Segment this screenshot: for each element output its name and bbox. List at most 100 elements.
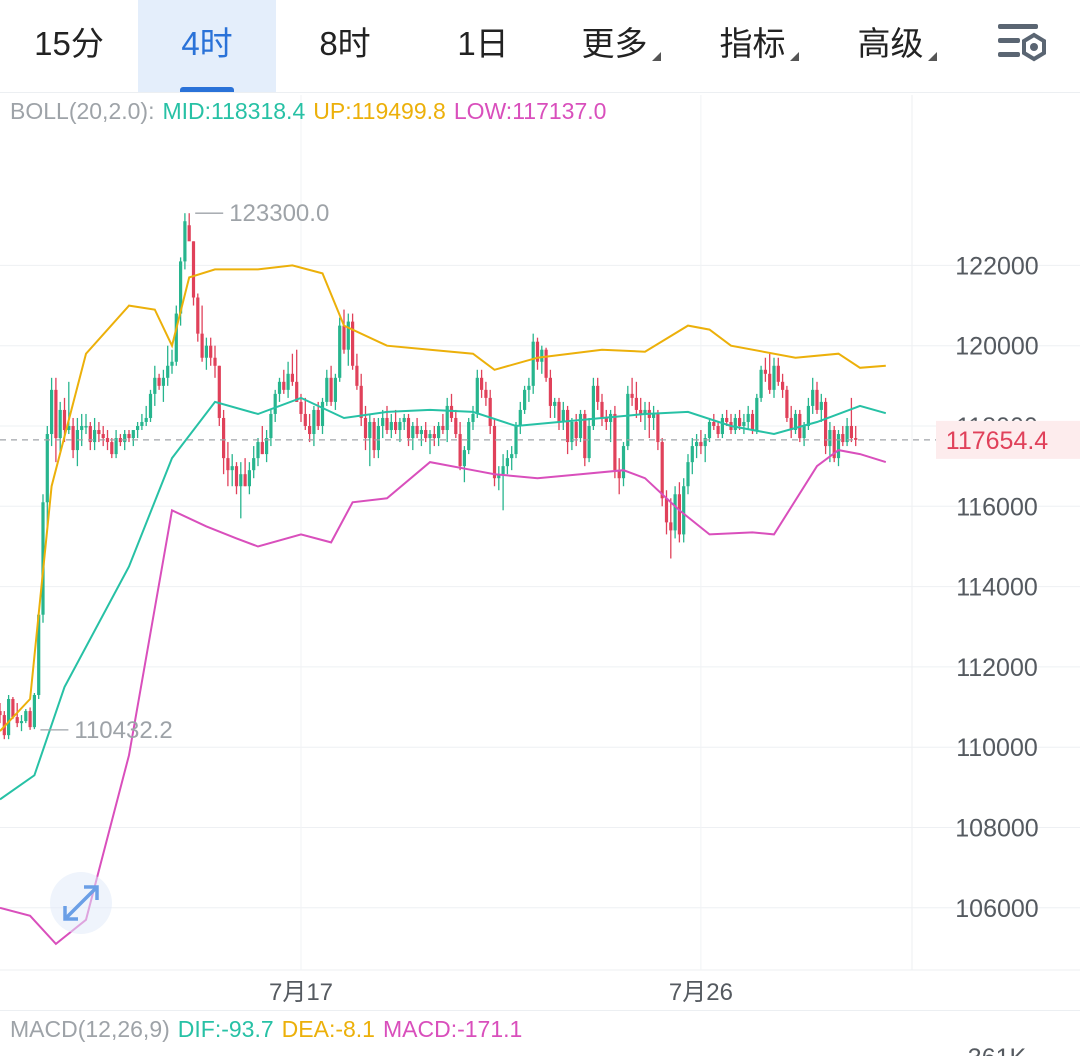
candle xyxy=(131,430,135,447)
candle-body xyxy=(824,401,828,447)
tab-1d[interactable]: 1日 xyxy=(414,0,552,92)
y-tick-label: 116000 xyxy=(956,493,1038,521)
candle xyxy=(819,393,823,422)
candle-body xyxy=(475,377,479,414)
candle-body xyxy=(402,417,406,422)
candle-body xyxy=(351,321,355,366)
candle-body xyxy=(639,409,643,414)
candle-body xyxy=(527,385,531,390)
candle xyxy=(531,333,535,394)
candle-body xyxy=(144,417,148,422)
candle xyxy=(333,373,337,410)
candle xyxy=(634,381,638,418)
candle-body xyxy=(441,426,445,431)
expand-arrows-icon[interactable] xyxy=(50,872,112,934)
candle-body xyxy=(97,430,101,435)
candle-body xyxy=(548,377,552,406)
candle-body xyxy=(604,417,608,422)
candle xyxy=(720,413,724,439)
tab-8h[interactable]: 8时 xyxy=(276,0,414,92)
candle xyxy=(110,438,114,459)
candle xyxy=(0,703,2,724)
x-tick-label: 7月26 xyxy=(669,979,733,1006)
candle-body xyxy=(282,381,286,390)
candle-body xyxy=(523,389,527,410)
last-price-label: 117654.4 xyxy=(946,427,1049,455)
candle-body xyxy=(643,409,647,414)
tab-more[interactable]: 更多 xyxy=(552,0,690,92)
candle-body xyxy=(664,498,669,523)
candle-body xyxy=(725,417,729,422)
candle xyxy=(200,305,204,362)
candle xyxy=(781,373,785,398)
candle xyxy=(652,405,656,431)
candle-body xyxy=(793,413,798,431)
candle-body xyxy=(346,321,350,350)
candle xyxy=(282,369,286,394)
candle-body xyxy=(325,377,329,402)
candle xyxy=(389,413,393,439)
candle xyxy=(557,397,561,431)
candle-body xyxy=(157,377,161,386)
candle xyxy=(153,365,157,406)
tab-advanced[interactable]: 高级 xyxy=(828,0,966,92)
candle xyxy=(613,405,617,479)
candle-body xyxy=(45,434,49,503)
candle-body xyxy=(819,401,823,410)
candle-body xyxy=(535,341,540,362)
candle-body xyxy=(127,434,131,439)
candle xyxy=(497,466,501,491)
candle xyxy=(445,397,449,443)
candle xyxy=(273,389,277,422)
candle xyxy=(811,377,815,414)
boll-legend-name: BOLL(20,2.0): xyxy=(10,98,155,124)
chart-settings-icon[interactable] xyxy=(992,18,1050,70)
tab-4h[interactable]: 4时 xyxy=(138,0,276,92)
candle xyxy=(789,405,793,439)
candle-body xyxy=(303,413,307,426)
candle xyxy=(308,413,312,443)
tab-label: 指标 xyxy=(719,25,786,62)
candle xyxy=(157,373,161,390)
candle xyxy=(406,413,411,447)
candle xyxy=(832,426,836,463)
tab-label: 4时 xyxy=(181,25,233,62)
candle xyxy=(432,426,436,447)
candle xyxy=(600,393,604,426)
candle-body xyxy=(256,442,260,459)
candle xyxy=(329,365,333,406)
candle-body xyxy=(587,426,591,459)
candle xyxy=(793,409,798,435)
candle-body xyxy=(707,421,712,439)
candle xyxy=(342,309,346,354)
candle xyxy=(566,405,570,455)
candle-body xyxy=(67,426,71,431)
candle-body xyxy=(720,417,724,435)
candle-body xyxy=(80,426,84,431)
candle xyxy=(174,305,178,366)
candle-body xyxy=(239,474,243,487)
tab-indicators[interactable]: 指标 xyxy=(690,0,828,92)
candle xyxy=(148,389,153,422)
candle-body xyxy=(50,389,54,435)
candle-body xyxy=(385,417,389,431)
candle xyxy=(28,707,32,730)
candle-body xyxy=(41,502,45,615)
candle-body xyxy=(58,409,62,439)
candle-body xyxy=(462,450,466,467)
candle-body xyxy=(140,421,144,426)
candle-body xyxy=(811,389,815,406)
candle xyxy=(471,405,475,431)
candle-body xyxy=(634,397,638,410)
candle-body xyxy=(406,417,411,439)
tab-15min[interactable]: 15分 xyxy=(0,0,138,92)
candle-body xyxy=(62,409,67,431)
candle-body xyxy=(828,430,832,447)
candle xyxy=(54,377,58,463)
time-axis: 7月17 7月26 xyxy=(269,979,733,1006)
boll-legend-up: UP:119499.8 xyxy=(313,98,446,124)
candle-body xyxy=(389,421,393,431)
candle-body xyxy=(114,438,118,455)
candle xyxy=(475,369,479,418)
